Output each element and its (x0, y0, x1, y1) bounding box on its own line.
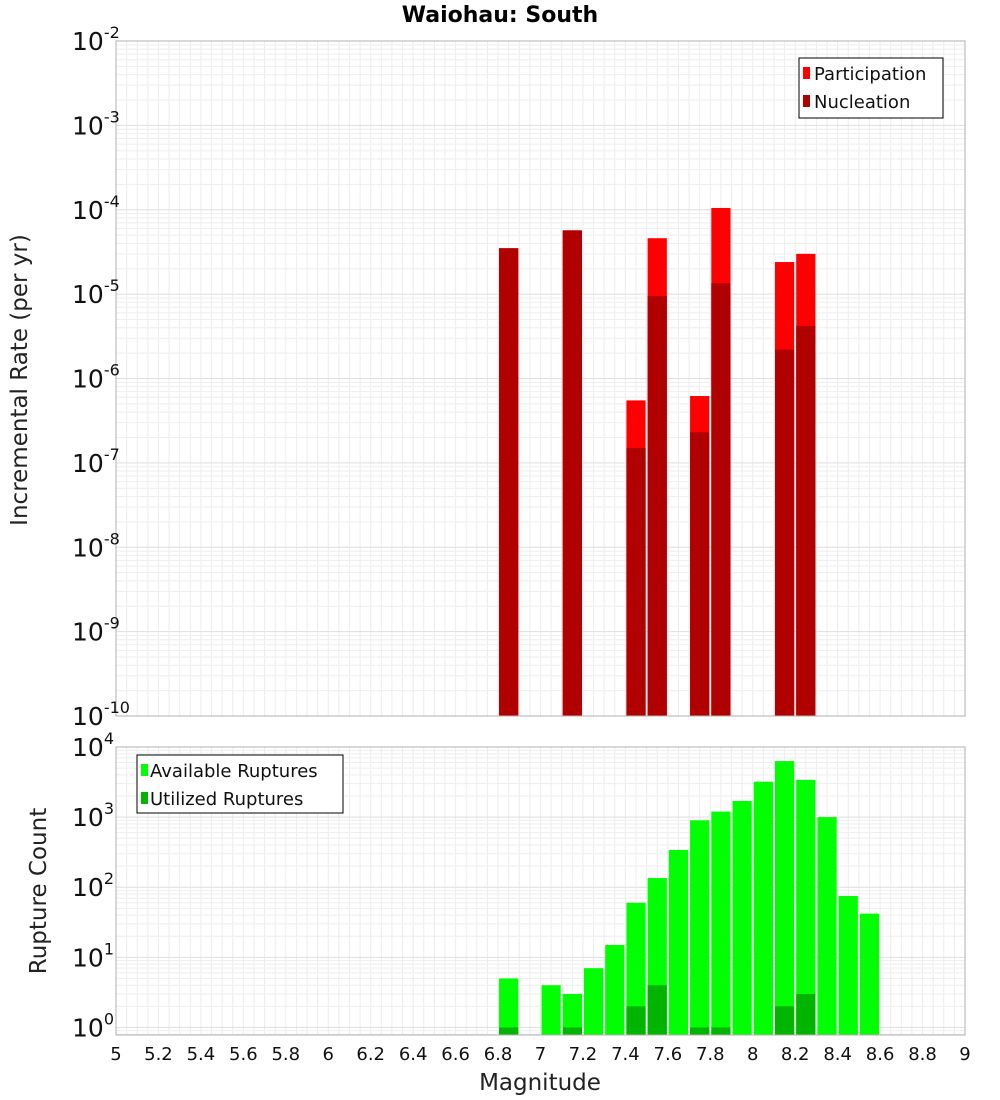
y-tick-label: 10-9 (72, 614, 120, 647)
legend-swatch-participation (803, 67, 810, 79)
top-legend: Participation Nucleation (798, 57, 944, 119)
y-tick-label: 10-6 (72, 361, 120, 394)
count-bar-available-ruptures (605, 944, 625, 1035)
count-bar-available-ruptures (774, 761, 795, 1035)
y-tick-label: 101 (72, 939, 114, 972)
x-tick-label: 7 (535, 1044, 546, 1065)
legend-label-available: Available Ruptures (150, 761, 318, 782)
bottom-y-axis-label: Rupture Count (26, 808, 52, 974)
count-bar-utilized-ruptures (690, 1027, 710, 1035)
x-tick-label: 5.8 (271, 1044, 300, 1065)
legend-swatch-utilized (141, 792, 148, 804)
y-tick-label: 103 (72, 799, 114, 832)
y-tick-label: 10-4 (72, 192, 120, 225)
count-bar-available-ruptures (838, 895, 858, 1035)
y-tick-label: 10-8 (72, 529, 120, 562)
count-bar-utilized-ruptures (711, 1027, 731, 1035)
x-tick-label: 6 (323, 1044, 334, 1065)
rate-bar-nucleation (796, 325, 816, 716)
legend-swatch-available (141, 764, 148, 776)
x-tick-label: 6.6 (441, 1044, 470, 1065)
bottom-legend-box (136, 754, 344, 814)
bottom-plot-frame (115, 746, 966, 1036)
count-bar-utilized-ruptures (647, 985, 667, 1035)
bottom-bars (499, 761, 880, 1035)
y-tick-label: 10-3 (72, 107, 120, 140)
y-tick-label: 104 (72, 729, 114, 762)
rate-bar-nucleation (562, 230, 582, 716)
legend-label-utilized: Utilized Ruptures (150, 789, 303, 810)
count-bar-utilized-ruptures (499, 1027, 519, 1035)
count-bar-utilized-ruptures (774, 1006, 795, 1035)
count-bar-available-ruptures (711, 811, 731, 1035)
legend-swatch-nucleation (803, 95, 810, 107)
count-bar-available-ruptures (690, 820, 710, 1035)
x-tick-label: 6.8 (484, 1044, 513, 1065)
y-tick-label: 102 (72, 869, 114, 902)
x-tick-label: 7.6 (654, 1044, 683, 1065)
x-tick-label: 7.2 (569, 1044, 598, 1065)
count-bar-available-ruptures (753, 781, 773, 1035)
count-bar-utilized-ruptures (562, 1027, 582, 1035)
y-tick-label: 10-7 (72, 445, 120, 478)
count-bar-available-ruptures (732, 800, 752, 1035)
x-tick-label: 6.4 (399, 1044, 428, 1065)
rate-bar-nucleation (626, 448, 646, 716)
bottom-y-ticks: 100 101 102 103 104 (72, 729, 114, 1042)
legend-label-nucleation: Nucleation (814, 92, 910, 113)
count-bar-available-ruptures (499, 978, 519, 1035)
top-legend-box (798, 57, 944, 119)
x-tick-label: 5 (110, 1044, 121, 1065)
x-tick-label: 5.4 (187, 1044, 216, 1065)
y-tick-label: 10-10 (72, 698, 130, 731)
x-tick-label: 8 (747, 1044, 758, 1065)
count-bar-available-ruptures (541, 985, 561, 1035)
count-bar-available-ruptures (562, 993, 582, 1035)
x-tick-label: 7.4 (611, 1044, 640, 1065)
x-tick-label: 8.2 (781, 1044, 810, 1065)
y-tick-label: 100 (72, 1009, 114, 1042)
x-tick-label: 8.4 (823, 1044, 852, 1065)
x-tick-label: 6.2 (356, 1044, 385, 1065)
top-plot-frame (115, 40, 966, 717)
top-grid (115, 40, 966, 717)
count-bar-available-ruptures (817, 817, 837, 1035)
legend-label-participation: Participation (814, 64, 926, 85)
rate-bar-nucleation (647, 296, 667, 716)
x-tick-label: 8.6 (866, 1044, 895, 1065)
rate-bar-nucleation (711, 283, 731, 716)
y-tick-label: 10-2 (72, 23, 120, 56)
rate-bar-nucleation (690, 432, 710, 716)
chart-title: Waiohau: South (402, 3, 598, 28)
count-bar-available-ruptures (626, 902, 646, 1035)
count-bar-utilized-ruptures (626, 1006, 646, 1035)
x-tick-label: 7.8 (696, 1044, 725, 1065)
x-tick-label: 5.2 (144, 1044, 173, 1065)
x-tick-label: 5.6 (229, 1044, 258, 1065)
count-bar-available-ruptures (859, 913, 880, 1035)
x-tick-label: 9 (959, 1044, 970, 1065)
rate-bar-nucleation (774, 349, 795, 716)
x-axis-label: Magnitude (479, 1070, 601, 1096)
count-bar-available-ruptures (583, 968, 604, 1035)
count-bar-utilized-ruptures (796, 993, 816, 1035)
y-tick-label: 10-5 (72, 276, 120, 309)
count-bar-available-ruptures (668, 849, 689, 1035)
rate-bar-nucleation (499, 248, 519, 717)
bottom-legend: Available Ruptures Utilized Ruptures (136, 754, 344, 814)
count-bar-available-ruptures (796, 779, 816, 1035)
x-tick-label: 8.8 (908, 1044, 937, 1065)
top-y-ticks: 10-10 10-9 10-8 10-7 10-6 10-5 10-4 10-3 10-2 (72, 23, 130, 731)
top-y-axis-label: Incremental Rate (per yr) (7, 234, 33, 526)
top-bars (499, 207, 816, 717)
x-ticks: 5 5.2 5.4 5.6 5.8 6 6.2 6.4 6.6 6.8 7 7.2 7.4 7.6 7.8 8… (110, 1044, 970, 1065)
